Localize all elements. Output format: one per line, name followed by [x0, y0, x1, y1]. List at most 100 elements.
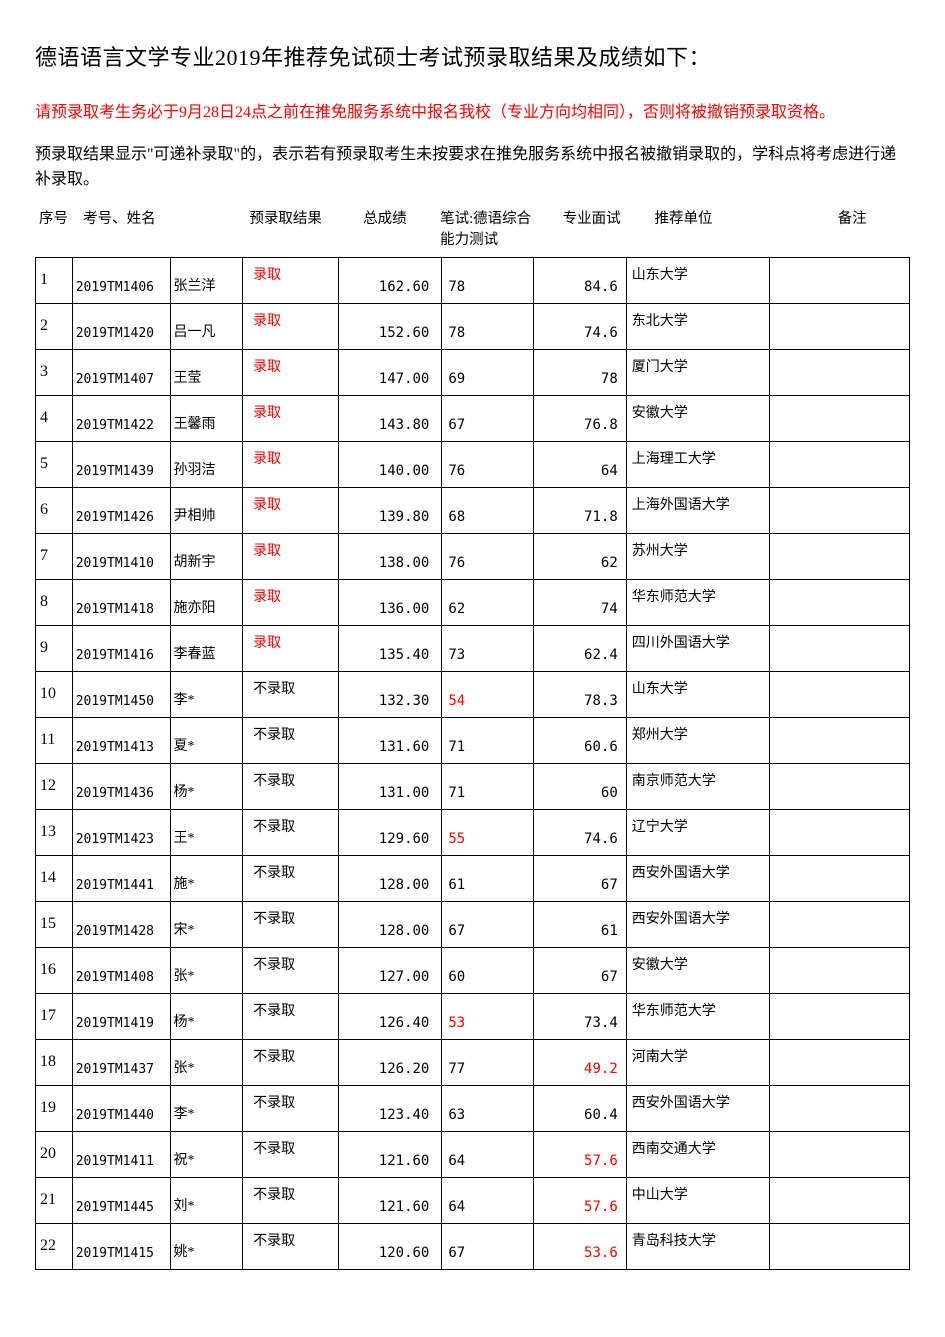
- cell: 录取: [243, 487, 339, 533]
- table-row: 102019TM1450李*不录取132.305478.3山东大学: [36, 671, 910, 717]
- cell: 尹相帅: [171, 487, 243, 533]
- cell: 10: [36, 671, 73, 717]
- cell: 67: [442, 395, 534, 441]
- table-row: 222019TM1415姚*不录取120.606753.6青岛科技大学: [36, 1223, 910, 1269]
- cell: 安徽大学: [626, 395, 769, 441]
- cell: 2019TM1416: [72, 625, 171, 671]
- cell: 西安外国语大学: [626, 1085, 769, 1131]
- table-row: 112019TM1413夏*不录取131.607160.6郑州大学: [36, 717, 910, 763]
- cell: 宋*: [171, 901, 243, 947]
- cell: 67: [534, 947, 627, 993]
- cell: 苏州大学: [626, 533, 769, 579]
- cell: 李*: [171, 671, 243, 717]
- cell: 64: [442, 1131, 534, 1177]
- cell: 不录取: [243, 1177, 339, 1223]
- cell: [770, 487, 910, 533]
- cell: [770, 625, 910, 671]
- cell: 不录取: [243, 671, 339, 717]
- cell: 录取: [243, 579, 339, 625]
- cell: 杨*: [171, 993, 243, 1039]
- cell: 1: [36, 257, 73, 303]
- table-row: 52019TM1439孙羽洁录取140.007664上海理工大学: [36, 441, 910, 487]
- cell: 2019TM1413: [72, 717, 171, 763]
- cell: 15: [36, 901, 73, 947]
- cell: 青岛科技大学: [626, 1223, 769, 1269]
- cell: [770, 395, 910, 441]
- cell: 2019TM1411: [72, 1131, 171, 1177]
- cell: 9: [36, 625, 73, 671]
- cell: 14: [36, 855, 73, 901]
- cell: 68: [442, 487, 534, 533]
- cell: 厦门大学: [626, 349, 769, 395]
- cell: 郑州大学: [626, 717, 769, 763]
- cell: 62.4: [534, 625, 627, 671]
- cell: 69: [442, 349, 534, 395]
- cell: 67: [442, 1223, 534, 1269]
- table-row: 162019TM1408张*不录取127.006067安徽大学: [36, 947, 910, 993]
- cell: 73.4: [534, 993, 627, 1039]
- cell: 121.60: [339, 1177, 442, 1223]
- cell: 135.40: [339, 625, 442, 671]
- cell: [770, 993, 910, 1039]
- cell: 王*: [171, 809, 243, 855]
- cell: 不录取: [243, 717, 339, 763]
- cell: 四川外国语大学: [626, 625, 769, 671]
- cell: 60: [534, 763, 627, 809]
- cell: 胡新宇: [171, 533, 243, 579]
- cell: 140.00: [339, 441, 442, 487]
- cell: 55: [442, 809, 534, 855]
- cell: 11: [36, 717, 73, 763]
- cell: 录取: [243, 257, 339, 303]
- cell: [770, 901, 910, 947]
- cell: 62: [534, 533, 627, 579]
- table-row: 22019TM1420吕一凡录取152.607874.6东北大学: [36, 303, 910, 349]
- hdr-university: 推荐单位: [655, 207, 795, 228]
- table-row: 202019TM1411祝*不录取121.606457.6西南交通大学: [36, 1131, 910, 1177]
- cell: 128.00: [339, 855, 442, 901]
- cell: 64: [534, 441, 627, 487]
- cell: 60.4: [534, 1085, 627, 1131]
- cell: 126.20: [339, 1039, 442, 1085]
- cell: [770, 349, 910, 395]
- cell: 东北大学: [626, 303, 769, 349]
- table-row: 12019TM1406张兰洋录取162.607884.6山东大学: [36, 257, 910, 303]
- cell: 西南交通大学: [626, 1131, 769, 1177]
- cell: 王莹: [171, 349, 243, 395]
- cell: 147.00: [339, 349, 442, 395]
- cell: 17: [36, 993, 73, 1039]
- cell: 2019TM1423: [72, 809, 171, 855]
- cell: [770, 1177, 910, 1223]
- table-row: 62019TM1426尹相帅录取139.806871.8上海外国语大学: [36, 487, 910, 533]
- table-row: 212019TM1445刘*不录取121.606457.6中山大学: [36, 1177, 910, 1223]
- cell: 138.00: [339, 533, 442, 579]
- cell: 129.60: [339, 809, 442, 855]
- table-row: 192019TM1440李*不录取123.406360.4西安外国语大学: [36, 1085, 910, 1131]
- cell: 王馨雨: [171, 395, 243, 441]
- cell: 20: [36, 1131, 73, 1177]
- cell: 74.6: [534, 809, 627, 855]
- cell: 71: [442, 763, 534, 809]
- cell: [770, 809, 910, 855]
- cell: 2019TM1428: [72, 901, 171, 947]
- cell: 63: [442, 1085, 534, 1131]
- cell: 4: [36, 395, 73, 441]
- cell: 136.00: [339, 579, 442, 625]
- cell: 120.60: [339, 1223, 442, 1269]
- cell: 74.6: [534, 303, 627, 349]
- cell: 不录取: [243, 855, 339, 901]
- cell: 刘*: [171, 1177, 243, 1223]
- cell: 78: [534, 349, 627, 395]
- cell: 2019TM1441: [72, 855, 171, 901]
- cell: 西安外国语大学: [626, 855, 769, 901]
- cell: 53.6: [534, 1223, 627, 1269]
- cell: 76.8: [534, 395, 627, 441]
- cell: 21: [36, 1177, 73, 1223]
- cell: 2019TM1440: [72, 1085, 171, 1131]
- cell: [770, 257, 910, 303]
- cell: 夏*: [171, 717, 243, 763]
- cell: 录取: [243, 533, 339, 579]
- cell: 60: [442, 947, 534, 993]
- cell: 57.6: [534, 1177, 627, 1223]
- cell: 67: [534, 855, 627, 901]
- table-row: 72019TM1410胡新宇录取138.007662苏州大学: [36, 533, 910, 579]
